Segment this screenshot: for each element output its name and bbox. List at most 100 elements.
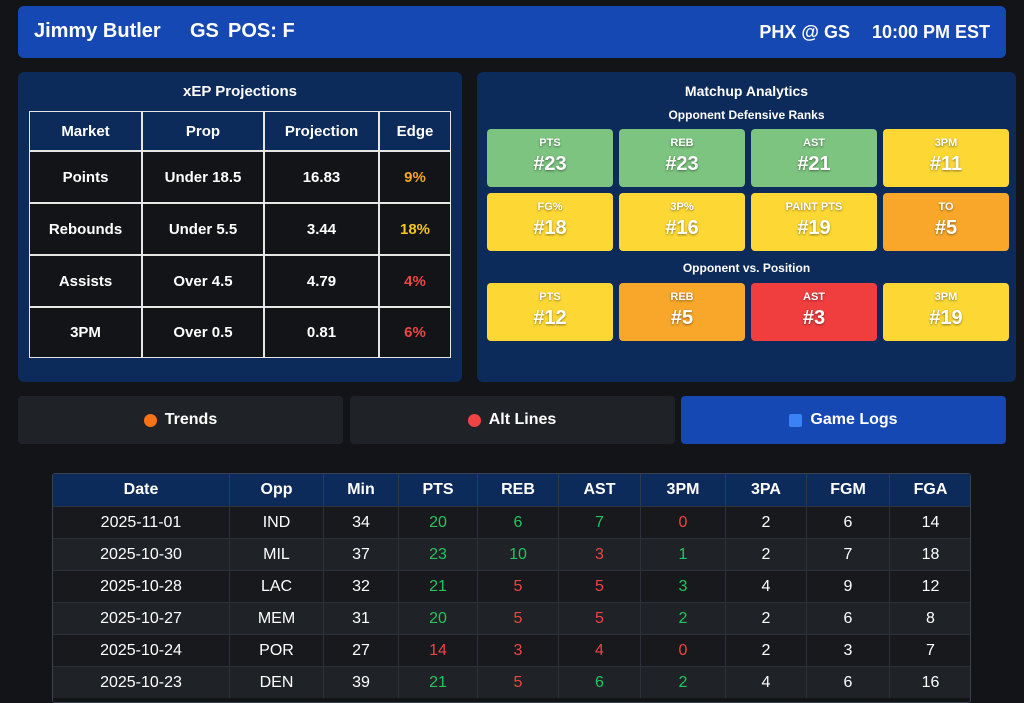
page: Jimmy Butler GS POS: F PHX @ GS 10:00 PM… bbox=[18, 6, 1016, 703]
tile-label: AST bbox=[803, 291, 825, 303]
tile-rank: #18 bbox=[533, 217, 567, 239]
table-cell: 6 bbox=[807, 666, 890, 698]
table-cell: 5 bbox=[478, 570, 559, 602]
table-cell: POR bbox=[230, 634, 324, 666]
table-cell: 3 bbox=[641, 570, 726, 602]
table-header-cell: FGA bbox=[890, 474, 970, 506]
tab[interactable]: Game Logs bbox=[681, 396, 1006, 444]
rank-tile: AST #21 bbox=[751, 129, 877, 187]
table-header-cell: Projection bbox=[264, 111, 379, 151]
tile-label: REB bbox=[670, 291, 694, 303]
table-cell: 5 bbox=[478, 666, 559, 698]
table-cell: 18% bbox=[379, 203, 451, 255]
tile-label: 3P% bbox=[670, 201, 694, 213]
tile-rank: #5 bbox=[670, 307, 694, 329]
tile-label: 3PM bbox=[934, 137, 958, 149]
game-log-table: Date Opp Min PTS REB AST 3PM 3PA FGM FGA 2025-11-0… bbox=[52, 473, 971, 703]
table-cell: 2 bbox=[726, 506, 807, 538]
section-title: Opponent vs. Position bbox=[682, 261, 811, 275]
table-cell: 12 bbox=[890, 570, 970, 602]
table-cell: 2 bbox=[641, 602, 726, 634]
team: GS bbox=[190, 20, 219, 42]
table-cell: 7 bbox=[559, 506, 641, 538]
tile-label: FG% bbox=[537, 201, 563, 213]
table-cell: 0.81 bbox=[264, 307, 379, 358]
tile-label: TO bbox=[938, 201, 954, 213]
table-cell: 9% bbox=[379, 151, 451, 203]
app: Jimmy Butler GS POS: F PHX @ GS 10:00 PM… bbox=[18, 6, 1016, 703]
table-cell: 16.83 bbox=[264, 151, 379, 203]
table-cell: 18 bbox=[890, 538, 970, 570]
table-header-cell: Opp bbox=[230, 474, 324, 506]
table-cell: 21 bbox=[399, 666, 478, 698]
rank-tile: PTS #23 bbox=[487, 129, 613, 187]
tile-label: AST bbox=[803, 137, 825, 149]
matchup: PHX @ GS bbox=[759, 22, 850, 42]
table-cell: 3 bbox=[478, 634, 559, 666]
tab-label: Trends bbox=[164, 411, 218, 428]
table-cell: 21 bbox=[399, 570, 478, 602]
rank-tile: REB #5 bbox=[619, 283, 745, 341]
rank-tile: 3P% #16 bbox=[619, 193, 745, 251]
table-cell: IND bbox=[230, 506, 324, 538]
table-header-cell: FGM bbox=[807, 474, 890, 506]
table-cell: 2025-10-23 bbox=[53, 666, 230, 698]
rank-tile: REB #23 bbox=[619, 129, 745, 187]
tab[interactable]: Trends bbox=[18, 396, 343, 444]
tile-rank: #11 bbox=[929, 153, 963, 175]
panel-title: Matchup Analytics bbox=[684, 83, 809, 99]
table-cell: 9 bbox=[807, 570, 890, 602]
tile-rank: #23 bbox=[533, 153, 567, 175]
table-cell: 6 bbox=[559, 666, 641, 698]
table-cell: 4 bbox=[559, 634, 641, 666]
table-cell: 34 bbox=[324, 506, 399, 538]
table-header-cell: AST bbox=[559, 474, 641, 506]
tile-label: PTS bbox=[539, 137, 561, 149]
table-cell: 0 bbox=[641, 506, 726, 538]
table-cell: 4 bbox=[726, 666, 807, 698]
tile-rank: #19 bbox=[929, 307, 963, 329]
table-cell: 39 bbox=[324, 666, 399, 698]
table-cell: 32 bbox=[324, 570, 399, 602]
table-cell: 3PM bbox=[29, 307, 142, 358]
table-cell: Over 0.5 bbox=[142, 307, 264, 358]
table-header-cell: REB bbox=[478, 474, 559, 506]
table-cell: 5 bbox=[559, 602, 641, 634]
table-cell: 23 bbox=[399, 538, 478, 570]
table-cell: Under 18.5 bbox=[142, 151, 264, 203]
tile-label: REB bbox=[670, 137, 694, 149]
tab-icon bbox=[143, 413, 157, 427]
tab[interactable]: Alt Lines bbox=[349, 396, 675, 444]
table-cell: 8 bbox=[890, 602, 970, 634]
rank-tile: TO #5 bbox=[883, 193, 1009, 251]
matchup-panel: Matchup Analytics Opponent Defensive Ran… bbox=[477, 72, 1016, 382]
table-cell: 3.44 bbox=[264, 203, 379, 255]
table-header-cell: 3PM bbox=[641, 474, 726, 506]
table-cell: Under 5.5 bbox=[142, 203, 264, 255]
table-cell: 20 bbox=[399, 506, 478, 538]
tab-label: Alt Lines bbox=[488, 411, 557, 428]
table-cell: 6 bbox=[807, 602, 890, 634]
tab-icon bbox=[467, 413, 481, 427]
table-cell: 27 bbox=[324, 634, 399, 666]
table-cell: 5 bbox=[478, 602, 559, 634]
rank-tile: 3PM #19 bbox=[883, 283, 1009, 341]
tile-rank: #5 bbox=[934, 217, 958, 239]
rank-tile: AST #3 bbox=[751, 283, 877, 341]
table-cell: 7 bbox=[807, 538, 890, 570]
table-cell: 1 bbox=[641, 538, 726, 570]
tab-label: Game Logs bbox=[810, 411, 898, 428]
table-cell: 2025-10-30 bbox=[53, 538, 230, 570]
table-cell: 2 bbox=[726, 602, 807, 634]
game-time: 10:00 PM EST bbox=[871, 22, 990, 42]
header: Jimmy Butler GS POS: F PHX @ GS 10:00 PM… bbox=[18, 6, 1006, 58]
table-cell: 3 bbox=[807, 634, 890, 666]
section-title: Opponent Defensive Ranks bbox=[668, 108, 825, 122]
table-cell: Assists bbox=[29, 255, 142, 307]
table-header-cell: Prop bbox=[142, 111, 264, 151]
table-cell: 2 bbox=[726, 538, 807, 570]
rank-tile: FG% #18 bbox=[487, 193, 613, 251]
table-cell: 16 bbox=[890, 666, 970, 698]
table-cell: 10 bbox=[478, 538, 559, 570]
tile-label: PTS bbox=[539, 291, 561, 303]
